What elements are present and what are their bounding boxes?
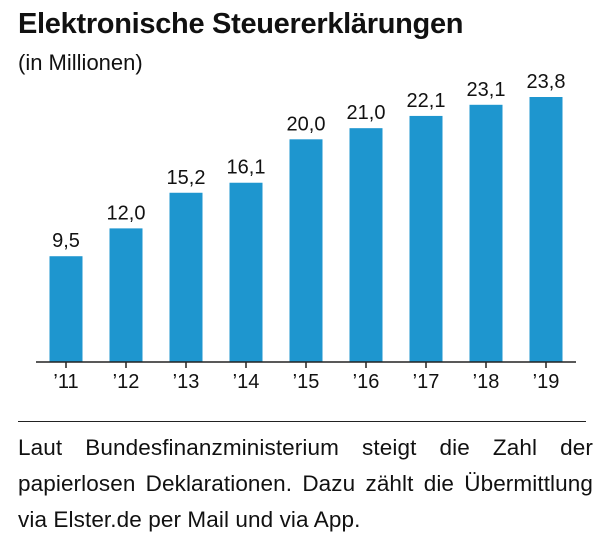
x-tick-label: ’16 — [353, 371, 380, 393]
data-label: 23,1 — [467, 79, 506, 101]
bar — [169, 192, 203, 362]
x-tick-label: ’17 — [413, 371, 440, 393]
divider-line — [18, 421, 586, 422]
x-tick-label: ’13 — [173, 371, 200, 393]
x-tick-label: ’15 — [293, 371, 320, 393]
bar — [109, 228, 143, 362]
data-label: 22,1 — [407, 90, 446, 112]
chart-caption: Laut Bundesfinanzministerium steigt die … — [18, 435, 593, 532]
bar — [49, 256, 83, 362]
data-label: 20,0 — [287, 113, 326, 135]
chart-title: Elektronische Steuererklärungen — [18, 8, 464, 40]
data-label: 12,0 — [107, 202, 146, 224]
bar-chart: 9,5 ’11 12,0 ’12 15,2 ’13 16,1 ’14 20,0 ’15 21,0 ’1… — [36, 71, 576, 393]
bar — [229, 182, 263, 362]
chart-subtitle: (in Millionen) — [18, 50, 143, 75]
data-label: 15,2 — [167, 167, 206, 189]
bar — [529, 97, 563, 362]
x-tick-label: ’18 — [473, 371, 500, 393]
x-tick-label: ’12 — [113, 371, 140, 393]
data-label: 16,1 — [227, 157, 266, 179]
x-tick-label: ’11 — [53, 371, 78, 393]
data-label: 9,5 — [52, 230, 80, 252]
x-tick-label: ’19 — [533, 371, 560, 393]
data-label: 21,0 — [347, 102, 386, 124]
data-label: 23,8 — [527, 71, 566, 93]
bar — [469, 104, 503, 362]
x-tick-label: ’14 — [233, 371, 260, 393]
bar — [349, 128, 383, 362]
bar — [409, 115, 443, 362]
bar — [289, 139, 323, 362]
